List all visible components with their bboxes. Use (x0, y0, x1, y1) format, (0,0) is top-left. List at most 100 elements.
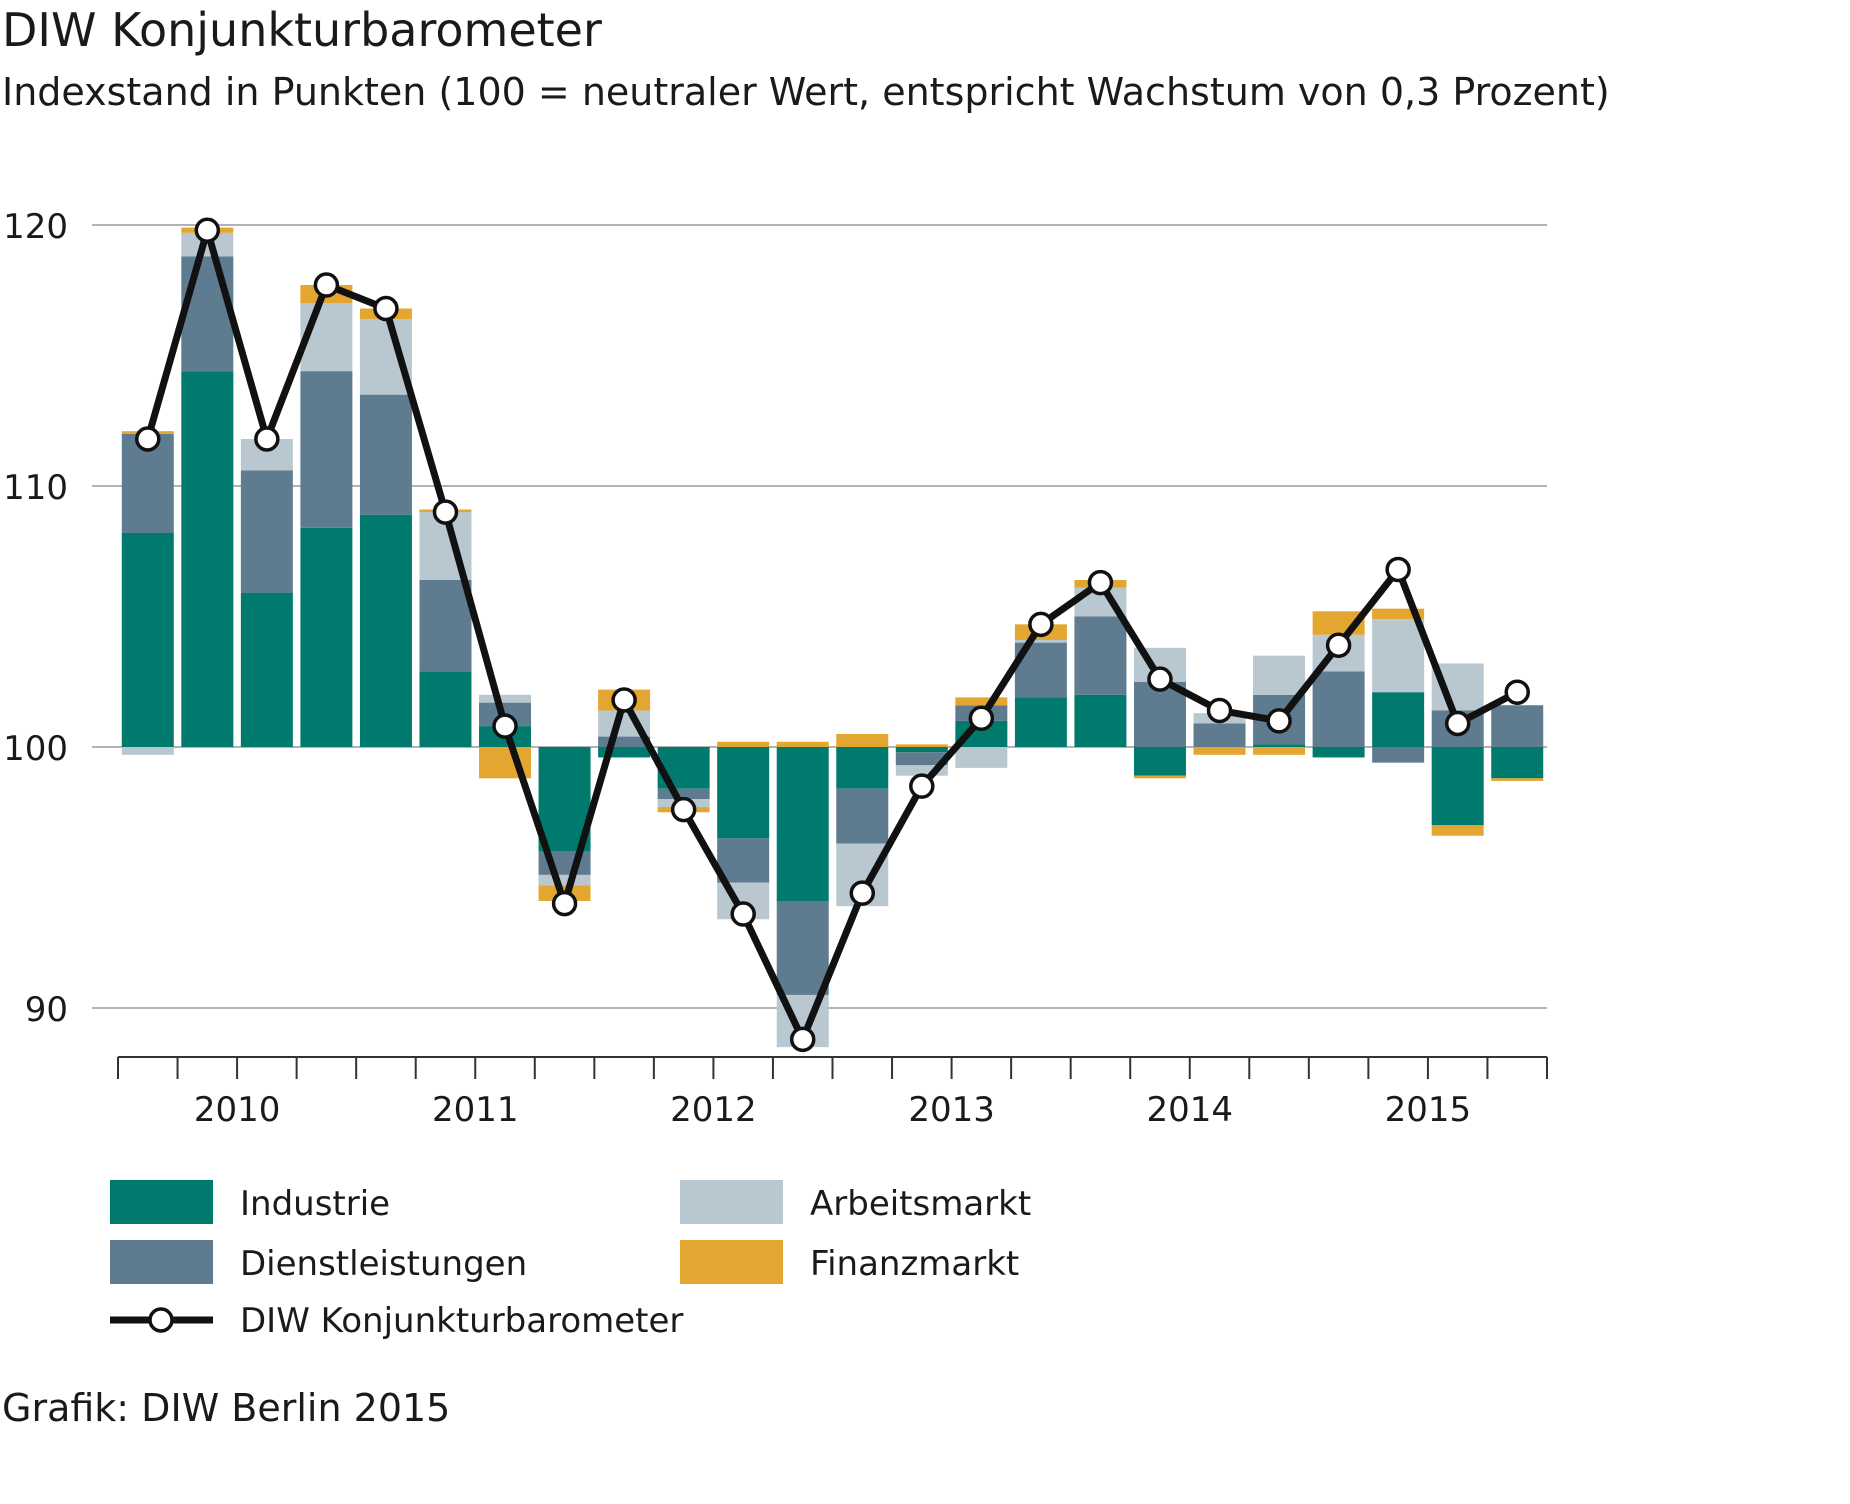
barometer-point-8 (611, 687, 637, 713)
bar-finanzmarkt-13 (895, 744, 948, 747)
barometer-point-4 (373, 295, 399, 322)
bar-industrie-0 (121, 532, 174, 747)
barometer-point-17 (1147, 666, 1173, 692)
source-note: Grafik: DIW Berlin 2015 (2, 1386, 451, 1430)
bar-industrie-16 (1074, 694, 1127, 747)
x-tick-label: 2010 (194, 1090, 281, 1130)
bar-finanzmarkt-21 (1372, 608, 1425, 620)
bar-arbeitsmarkt-14 (955, 747, 1008, 768)
bar-industrie-21 (1372, 692, 1425, 747)
bar-industrie-15 (1014, 697, 1067, 747)
bar-dienstleistungen-1 (181, 256, 234, 372)
x-tick-label: 2012 (670, 1090, 757, 1130)
legend-marker-barometer (148, 1307, 174, 1333)
barometer-point-7 (551, 890, 578, 917)
bar-industrie-11 (776, 747, 829, 901)
bar-arbeitsmarkt-19 (1253, 655, 1306, 695)
bar-dienstleistungen-18 (1193, 723, 1246, 747)
barometer-point-18 (1206, 697, 1233, 724)
barometer-point-21 (1385, 556, 1411, 583)
bar-industrie-22 (1431, 747, 1484, 826)
bar-finanzmarkt-12 (836, 733, 889, 747)
barometer-point-13 (909, 773, 935, 799)
barometer-point-0 (135, 426, 161, 452)
legend-swatch-industrie (110, 1180, 213, 1224)
barometer-point-11 (789, 1026, 816, 1053)
bar-dienstleistungen-16 (1074, 616, 1127, 695)
chart-title: DIW Konjunkturbarometer (2, 3, 602, 57)
x-tick-label: 2011 (432, 1090, 519, 1130)
barometer-point-6 (492, 713, 518, 739)
bar-dienstleistungen-8 (598, 736, 651, 747)
bar-arbeitsmarkt-21 (1372, 619, 1425, 693)
barometer-point-20 (1325, 632, 1352, 658)
y-tick-label: 90 (25, 990, 68, 1030)
bar-dienstleistungen-21 (1372, 747, 1425, 763)
bar-dienstleistungen-11 (776, 900, 829, 995)
bar-finanzmarkt-18 (1193, 747, 1246, 755)
bar-industrie-12 (836, 747, 889, 789)
bar-finanzmarkt-23 (1491, 778, 1544, 781)
bar-dienstleistungen-20 (1312, 671, 1365, 747)
barometer-point-23 (1504, 679, 1530, 705)
bar-industrie-19 (1253, 744, 1306, 747)
bar-industrie-2 (240, 593, 293, 747)
legend-swatch-arbeitsmarkt (680, 1180, 783, 1224)
barometer-point-10 (730, 901, 756, 927)
bar-arbeitsmarkt-0 (121, 747, 174, 755)
barometer-point-14 (968, 705, 995, 732)
bar-finanzmarkt-14 (955, 697, 1008, 706)
legend-swatch-finanzmarkt (680, 1240, 783, 1284)
bar-finanzmarkt-17 (1133, 775, 1186, 779)
y-tick-label: 120 (3, 207, 68, 247)
y-tick-label: 110 (3, 468, 68, 508)
legend-label: Dienstleistungen (240, 1244, 527, 1284)
barometer-point-9 (670, 796, 697, 823)
barometer-point-5 (432, 499, 459, 525)
bar-arbeitsmarkt-15 (1014, 639, 1067, 643)
bar-industrie-17 (1133, 747, 1186, 776)
x-tick-label: 2014 (1146, 1090, 1233, 1130)
legend-label: Arbeitsmarkt (810, 1184, 1031, 1224)
bar-industrie-8 (598, 747, 651, 758)
bar-arbeitsmarkt-6 (479, 694, 532, 703)
barometer-point-3 (313, 272, 340, 298)
bar-finanzmarkt-19 (1253, 747, 1306, 755)
legend-label: DIW Konjunkturbarometer (240, 1301, 683, 1341)
barometer-series-line (144, 226, 1519, 1043)
y-tick-label: 100 (3, 729, 68, 769)
barometer-point-1 (194, 217, 221, 243)
barometer-point-16 (1087, 569, 1114, 596)
bar-dienstleistungen-4 (359, 394, 412, 515)
bar-dienstleistungen-3 (300, 371, 353, 528)
legend-swatch-dienstleistungen (110, 1240, 213, 1284)
barometer-point-2 (254, 426, 280, 452)
legend-label: Industrie (240, 1184, 390, 1224)
bar-dienstleistungen-2 (240, 470, 293, 594)
x-axis: 2010 2011 2012 2013 2014 2015 (117, 1056, 1548, 1130)
bar-industrie-1 (181, 371, 234, 747)
bar-finanzmarkt-22 (1431, 825, 1484, 836)
x-tick-label: 2013 (908, 1090, 995, 1130)
bar-industrie-4 (359, 514, 412, 747)
bar-arbeitsmarkt-1 (181, 232, 234, 257)
chart-svg: 90 100 110 120 2010 2011 2012 2013 2014 2015 Ind… (3, 207, 1548, 1341)
bar-industrie-3 (300, 527, 353, 747)
bar-dienstleistungen-13 (895, 752, 948, 766)
bar-arbeitsmarkt-4 (359, 318, 412, 395)
bar-industrie-23 (1491, 747, 1544, 779)
bar-industrie-13 (895, 747, 948, 753)
bar-arbeitsmarkt-13 (895, 765, 948, 776)
chart-subtitle: Indexstand in Punkten (100 = neutraler W… (2, 70, 1610, 114)
bar-finanzmarkt-11 (776, 741, 829, 747)
bar-dienstleistungen-17 (1133, 681, 1186, 747)
barometer-point-15 (1028, 611, 1054, 638)
bar-industrie-5 (419, 671, 472, 747)
bar-finanzmarkt-10 (717, 741, 770, 747)
legend: Industrie Arbeitsmarkt Dienstleistungen Fin… (110, 1180, 1031, 1341)
bar-industrie-20 (1312, 747, 1365, 758)
bar-arbeitsmarkt-7 (538, 874, 591, 886)
bar-dienstleistungen-10 (717, 838, 770, 883)
legend-label: Finanzmarkt (810, 1244, 1019, 1284)
bar-industrie-10 (717, 747, 770, 839)
